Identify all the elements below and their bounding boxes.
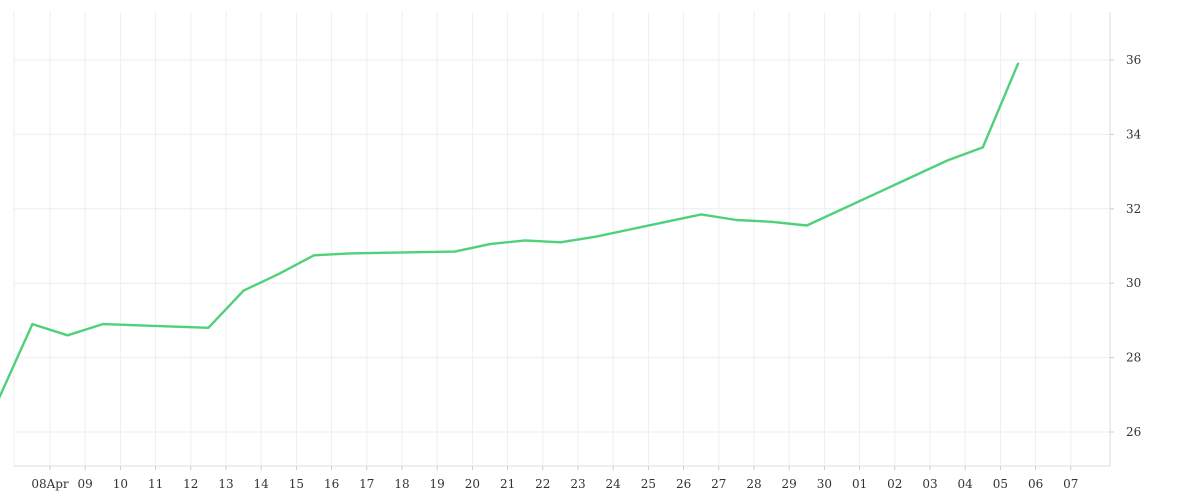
y-tick-label: 26: [1126, 425, 1141, 439]
x-tick-label: 17: [359, 477, 374, 491]
series-line: [0, 62, 1020, 399]
x-tick-label: 20: [465, 477, 480, 491]
x-tick-label: 27: [711, 477, 726, 491]
x-tick-label: 26: [676, 477, 691, 491]
y-tick-label: 28: [1126, 351, 1141, 365]
x-tick-label: 25: [641, 477, 656, 491]
x-tick-label: 13: [218, 477, 233, 491]
x-tick-label: 09: [78, 477, 93, 491]
x-tick-label: 18: [394, 477, 409, 491]
axes: [14, 12, 1111, 467]
x-tick-label: 01: [852, 477, 867, 491]
x-tick-label: 08Apr: [31, 477, 69, 491]
y-axis-ticks: 26 28 30 32 34 36: [1110, 53, 1142, 439]
x-tick-label: 16: [324, 477, 339, 491]
grid: [13, 12, 1111, 466]
x-tick-label: 07: [1063, 477, 1078, 491]
x-tick-label: 04: [958, 477, 974, 491]
x-tick-label: 22: [535, 477, 550, 491]
x-tick-label: 02: [887, 477, 902, 491]
x-tick-label: 24: [606, 477, 622, 491]
x-tick-label: 03: [922, 477, 937, 491]
x-tick-label: 29: [782, 477, 797, 491]
y-tick-label: 32: [1126, 202, 1141, 216]
x-tick-label: 21: [500, 477, 515, 491]
y-tick-label: 36: [1126, 53, 1141, 67]
x-tick-label: 28: [746, 477, 761, 491]
x-tick-label: 15: [289, 477, 304, 491]
x-tick-label: 11: [148, 477, 163, 491]
x-tick-label: 14: [254, 477, 270, 491]
series-layer: [0, 62, 1020, 399]
x-tick-label: 12: [183, 477, 198, 491]
x-tick-label: 30: [817, 477, 832, 491]
x-tick-label: 10: [113, 477, 128, 491]
x-tick-label: 23: [570, 477, 585, 491]
y-tick-label: 34: [1126, 127, 1142, 141]
x-tick-label: 05: [993, 477, 1008, 491]
x-tick-label: 19: [430, 477, 445, 491]
x-axis-ticks: 08Apr 09 10 11 12 13 14 15 16 17 18 19 20 21 22 23 24 25 2…: [31, 466, 1078, 491]
y-tick-label: 30: [1126, 276, 1141, 290]
x-tick-label: 06: [1028, 477, 1043, 491]
